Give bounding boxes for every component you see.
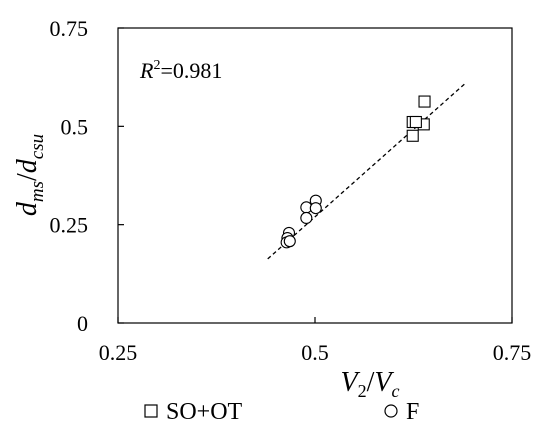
x-axis-label: V2/Vc — [341, 367, 400, 401]
y-tick-label: 0.5 — [61, 114, 89, 139]
data-point-circle — [300, 211, 313, 225]
y-label-d1: d — [12, 201, 43, 216]
y-axis-label: dms/dcsu — [12, 134, 48, 216]
data-point-square — [406, 129, 419, 142]
data-point-square — [418, 95, 431, 108]
y-tick-label: 0.75 — [50, 16, 89, 41]
y-label-d2: d — [12, 158, 43, 173]
y-tick-label: 0.25 — [50, 213, 89, 238]
legend-circle-marker — [384, 404, 398, 418]
x-tick-label: 0.75 — [493, 340, 532, 365]
legend: SO+OT F — [144, 399, 419, 425]
y-label-sub2: csu — [27, 134, 48, 159]
x-tick-label: 0.5 — [301, 340, 329, 365]
plot-area — [267, 83, 466, 260]
fit-line — [267, 83, 466, 260]
x-label-sub: 2 — [358, 381, 367, 401]
data-point-square — [409, 115, 422, 129]
x-label-slash: / — [367, 367, 375, 398]
r-squared-superscript: 2 — [153, 58, 160, 73]
r-squared-r: R — [139, 58, 154, 83]
legend-square-marker — [144, 404, 158, 418]
r-squared-annotation: R2=0.981 — [139, 58, 222, 83]
x-label-v2: V — [374, 367, 394, 398]
axes: 0.25 0.5 0.75 0 0.25 0.5 0.75 — [50, 16, 532, 365]
y-tick-label: 0 — [77, 311, 88, 336]
r-squared-value: =0.981 — [160, 58, 222, 83]
y-label-sub1: ms — [27, 181, 48, 202]
x-tick-label: 0.25 — [99, 340, 138, 365]
data-point-circle — [309, 202, 322, 215]
x-label-v: V — [341, 367, 361, 398]
legend-label-so-ot: SO+OT — [166, 399, 243, 425]
legend-label-f: F — [406, 399, 419, 425]
data-point-circle — [283, 235, 296, 248]
x-label-sub2: c — [392, 381, 400, 401]
y-label-slash: / — [12, 173, 43, 181]
